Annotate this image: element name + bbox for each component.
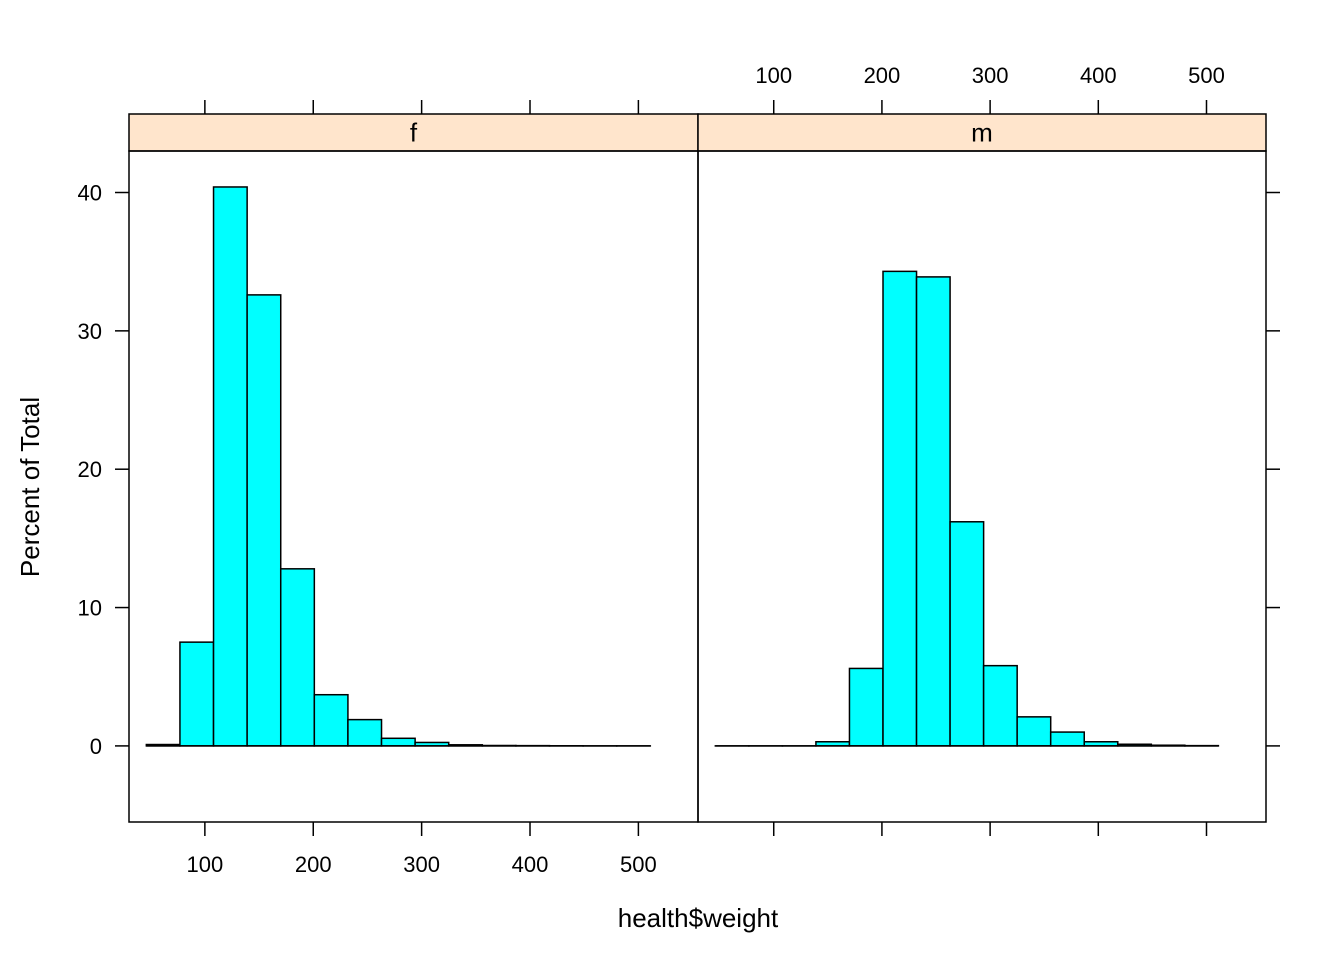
y-tick-label: 0	[90, 734, 102, 759]
histogram-bar	[949, 521, 985, 747]
y-tick-label: 10	[78, 596, 102, 621]
panel-frame	[697, 150, 1267, 823]
histogram-bar	[279, 568, 316, 747]
histogram-bar	[1049, 731, 1085, 747]
y-tick-label: 20	[78, 457, 102, 482]
histogram-bar	[915, 276, 951, 747]
panels-layer: f 100 200 300 400 500 m 100 200 300 400 500 0 10 20 30 4…	[78, 63, 1280, 877]
y-tick-label: 40	[78, 181, 102, 206]
x-tick-label-top: 200	[864, 63, 901, 88]
x-tick-label-top: 400	[1080, 63, 1117, 88]
histogram-bar	[982, 664, 1018, 747]
x-tick-label: 200	[295, 852, 332, 877]
x-tick-label-top: 500	[1188, 63, 1225, 88]
strip-f	[128, 113, 699, 152]
panel-f: f 100 200 300 400 500	[128, 100, 699, 877]
histogram-bar	[179, 641, 215, 747]
histogram-bar	[1016, 716, 1052, 747]
panel-m: m 100 200 300 400 500	[697, 63, 1267, 836]
strip-label: m	[971, 118, 993, 148]
x-tick-label-top: 100	[755, 63, 792, 88]
histogram-bar	[882, 270, 918, 747]
x-tick-label: 500	[620, 852, 657, 877]
y-axis-title: Percent of Total	[15, 397, 45, 577]
histogram-bar	[246, 294, 282, 747]
histogram-bar	[848, 667, 884, 747]
histogram-bar	[347, 718, 383, 747]
histogram-bar	[313, 693, 349, 747]
x-tick-label: 300	[403, 852, 440, 877]
y-tick-label: 30	[78, 319, 102, 344]
histogram-bar	[212, 186, 248, 747]
x-axis-title: health$weight	[618, 903, 779, 933]
strip-m	[697, 113, 1267, 152]
x-tick-label: 400	[512, 852, 549, 877]
histogram-bar	[380, 737, 416, 747]
x-tick-label: 100	[187, 852, 224, 877]
x-tick-label-top: 300	[972, 63, 1009, 88]
strip-label: f	[410, 118, 418, 148]
